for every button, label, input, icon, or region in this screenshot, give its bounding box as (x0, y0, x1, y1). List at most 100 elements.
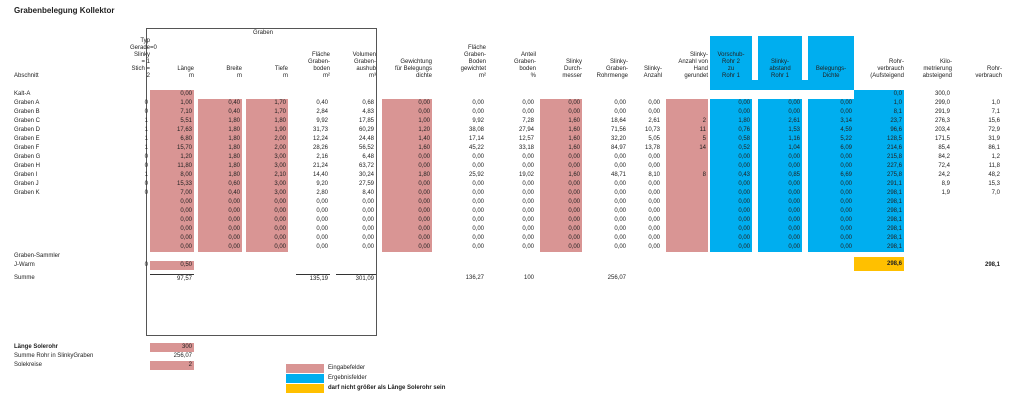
cell-gewichtung[interactable]: 1,80 (382, 171, 432, 180)
cell-breite[interactable]: 1,80 (198, 162, 242, 171)
cell-durchm[interactable]: 1,60 (540, 171, 582, 180)
cell-breite[interactable]: 1,80 (198, 135, 242, 144)
cell-tiefe[interactable]: 1,90 (246, 126, 288, 135)
cell-durchm[interactable]: 0,00 (540, 180, 582, 189)
cell-breite[interactable]: 0,40 (198, 108, 242, 117)
cell-durchm[interactable]: 1,60 (540, 135, 582, 144)
cell-laenge[interactable]: 0,00 (150, 90, 194, 99)
cell-laenge[interactable]: 5,51 (150, 117, 194, 126)
cell-durchm[interactable]: 0,00 (540, 198, 582, 207)
cell-anzhand[interactable] (666, 162, 708, 171)
cell-laenge[interactable]: 1,00 (150, 99, 194, 108)
cell-tiefe[interactable]: 0,00 (246, 243, 288, 252)
cell-anzhand[interactable]: 11 (666, 126, 708, 135)
cell-laenge[interactable]: 0,00 (150, 216, 194, 225)
cell-laenge[interactable]: 15,33 (150, 180, 194, 189)
cell-breite[interactable]: 1,80 (198, 144, 242, 153)
cell-durchm[interactable]: 0,00 (540, 162, 582, 171)
cell-tiefe[interactable]: 2,00 (246, 135, 288, 144)
cell-anzhand[interactable] (666, 243, 708, 252)
cell-durchm[interactable]: 0,00 (540, 108, 582, 117)
cell-durchm[interactable]: 0,00 (540, 225, 582, 234)
cell-laenge[interactable]: 0,00 (150, 207, 194, 216)
cell-anzhand[interactable] (666, 225, 708, 234)
cell-tiefe[interactable]: 3,00 (246, 180, 288, 189)
cell-anzhand[interactable] (666, 153, 708, 162)
cell-tiefe[interactable]: 2,10 (246, 171, 288, 180)
cell-tiefe[interactable]: 3,00 (246, 162, 288, 171)
cell-anzhand[interactable] (666, 207, 708, 216)
cell-tiefe[interactable]: 1,70 (246, 99, 288, 108)
cell-breite[interactable]: 1,80 (198, 153, 242, 162)
cell-tiefe[interactable]: 1,70 (246, 108, 288, 117)
cell-tiefe[interactable]: 1,80 (246, 117, 288, 126)
cell-breite[interactable]: 1,80 (198, 126, 242, 135)
cell-gewichtung[interactable]: 0,00 (382, 234, 432, 243)
cell-anzhand[interactable]: 2 (666, 117, 708, 126)
cell-breite[interactable]: 0,00 (198, 207, 242, 216)
cell-anzhand[interactable] (666, 234, 708, 243)
cell-breite[interactable]: 0,40 (198, 189, 242, 198)
cell-tiefe[interactable]: 0,00 (246, 207, 288, 216)
cell-laenge[interactable]: 6,80 (150, 135, 194, 144)
cell-durchm[interactable]: 0,00 (540, 153, 582, 162)
cell-laenge[interactable]: 7,10 (150, 108, 194, 117)
cell-tiefe[interactable]: 3,00 (246, 153, 288, 162)
cell-breite[interactable]: 0,00 (198, 234, 242, 243)
cell-anzhand[interactable] (666, 198, 708, 207)
cell-gewichtung[interactable]: 0,00 (382, 216, 432, 225)
cell-laenge[interactable]: 0,00 (150, 225, 194, 234)
cell-breite[interactable]: 0,00 (198, 216, 242, 225)
cell-breite[interactable]: 0,60 (198, 180, 242, 189)
cell-gewichtung[interactable]: 0,00 (382, 99, 432, 108)
cell-anzhand[interactable]: 8 (666, 171, 708, 180)
cell-laenge[interactable]: 11,80 (150, 162, 194, 171)
cell-tiefe[interactable]: 0,00 (246, 198, 288, 207)
cell-tiefe[interactable]: 3,00 (246, 189, 288, 198)
cell-laenge[interactable]: 0,00 (150, 243, 194, 252)
cell-anzhand[interactable] (666, 99, 708, 108)
cell-breite[interactable]: 0,00 (198, 198, 242, 207)
cell-breite[interactable]: 0,00 (198, 225, 242, 234)
cell-gewichtung[interactable]: 0,00 (382, 153, 432, 162)
bottom-value[interactable]: 300 (150, 343, 194, 352)
cell-durchm[interactable]: 1,60 (540, 126, 582, 135)
cell-anzhand[interactable] (666, 180, 708, 189)
cell-gewichtung[interactable]: 0,00 (382, 243, 432, 252)
cell-gewichtung[interactable]: 1,00 (382, 117, 432, 126)
cell-tiefe[interactable]: 0,00 (246, 225, 288, 234)
cell-gewichtung[interactable]: 0,00 (382, 108, 432, 117)
cell-gewichtung[interactable]: 0,00 (382, 180, 432, 189)
cell-durchm[interactable]: 0,00 (540, 234, 582, 243)
cell-anzhand[interactable] (666, 216, 708, 225)
cell-laenge[interactable]: 8,00 (150, 171, 194, 180)
cell-durchm[interactable]: 0,00 (540, 207, 582, 216)
cell-laenge[interactable]: 17,63 (150, 126, 194, 135)
cell-laenge[interactable]: 7,00 (150, 189, 194, 198)
cell-laenge[interactable]: 15,70 (150, 144, 194, 153)
cell-anzhand[interactable]: 5 (666, 135, 708, 144)
cell-durchm[interactable]: 0,00 (540, 243, 582, 252)
cell-breite[interactable]: 0,00 (198, 243, 242, 252)
cell-durchm[interactable]: 1,60 (540, 117, 582, 126)
cell-laenge[interactable]: 0,00 (150, 198, 194, 207)
cell-gewichtung[interactable]: 0,00 (382, 198, 432, 207)
cell-laenge[interactable]: 0,50 (150, 261, 194, 270)
cell-laenge[interactable]: 0,00 (150, 234, 194, 243)
cell-tiefe[interactable]: 2,00 (246, 144, 288, 153)
cell-gewichtung[interactable]: 1,40 (382, 135, 432, 144)
cell-gewichtung[interactable]: 0,00 (382, 207, 432, 216)
cell-laenge[interactable]: 1,20 (150, 153, 194, 162)
cell-tiefe[interactable]: 0,00 (246, 234, 288, 243)
cell-breite[interactable]: 1,80 (198, 117, 242, 126)
cell-gewichtung[interactable]: 0,00 (382, 189, 432, 198)
cell-gewichtung[interactable]: 0,00 (382, 225, 432, 234)
cell-gewichtung[interactable]: 1,20 (382, 126, 432, 135)
cell-durchm[interactable]: 0,00 (540, 99, 582, 108)
cell-durchm[interactable]: 0,00 (540, 216, 582, 225)
cell-gewichtung[interactable]: 1,60 (382, 144, 432, 153)
cell-anzhand[interactable] (666, 108, 708, 117)
cell-durchm[interactable]: 1,60 (540, 144, 582, 153)
cell-tiefe[interactable]: 0,00 (246, 216, 288, 225)
cell-durchm[interactable]: 0,00 (540, 189, 582, 198)
